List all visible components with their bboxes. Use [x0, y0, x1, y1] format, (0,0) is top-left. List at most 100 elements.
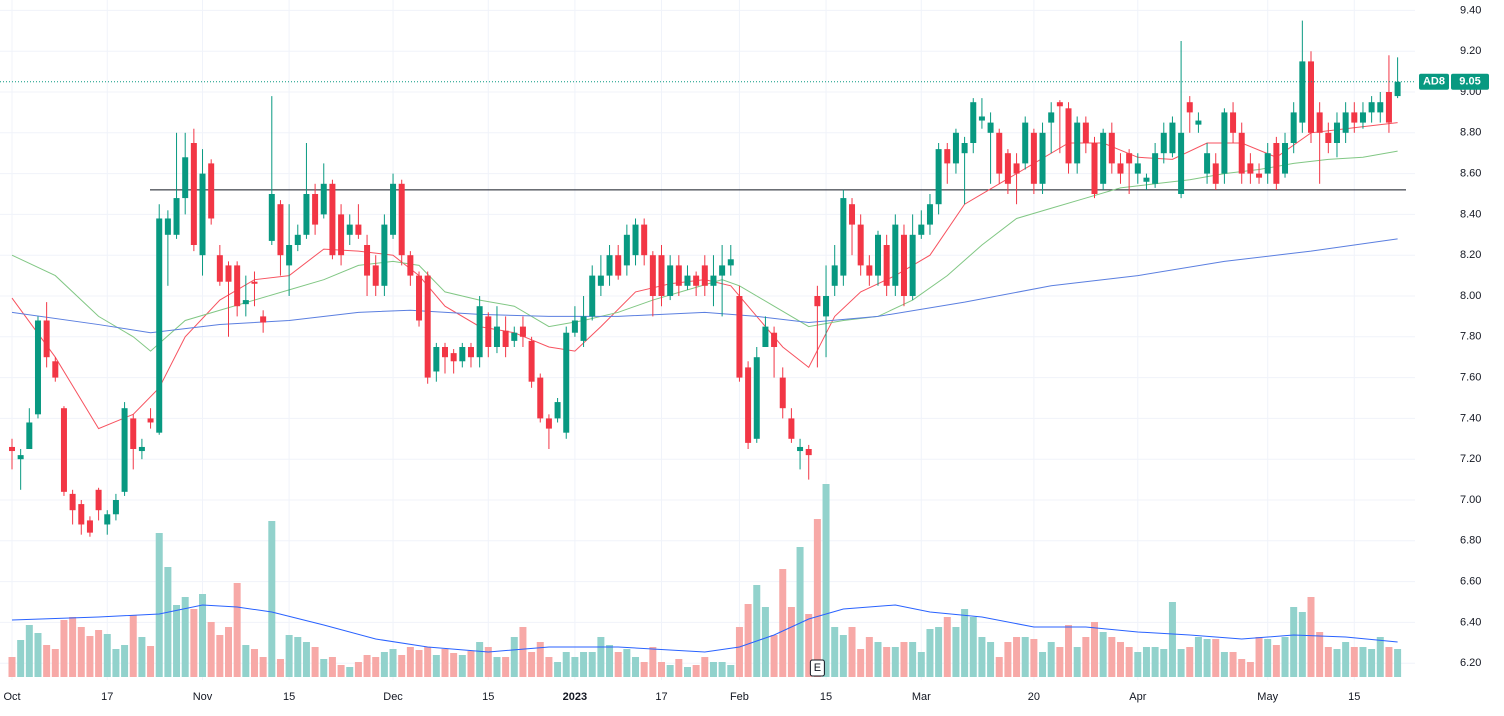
- volume-bar: [1394, 649, 1402, 677]
- volume-bar: [1194, 637, 1202, 677]
- candle-body: [1368, 102, 1375, 113]
- candle-body: [216, 255, 223, 282]
- candle-body: [727, 259, 734, 266]
- volume-bar: [683, 667, 691, 677]
- candle-body: [190, 143, 197, 245]
- candle-body: [1308, 61, 1314, 133]
- volume-bar: [34, 633, 42, 677]
- volume-bar: [1281, 637, 1289, 677]
- candle-body: [1013, 163, 1020, 174]
- candle-body: [338, 214, 345, 256]
- candle-body: [649, 255, 656, 296]
- volume-bar: [545, 657, 553, 677]
- volume-bar: [1030, 639, 1038, 677]
- volume-bar: [199, 594, 207, 677]
- candle-body: [1100, 132, 1107, 184]
- candle-body: [545, 418, 552, 429]
- candle-body: [970, 102, 977, 143]
- volume-bar: [1212, 639, 1220, 677]
- candle-body: [424, 275, 431, 378]
- volume-bar: [1125, 647, 1133, 677]
- candle-body: [1195, 120, 1202, 125]
- candle-body: [823, 296, 830, 317]
- candle-body: [814, 296, 821, 307]
- candle-body: [1238, 132, 1245, 174]
- symbol-label: AD8: [1423, 76, 1445, 88]
- volume-bar: [25, 625, 33, 677]
- y-tick-label: 7.40: [1460, 412, 1481, 424]
- candle-body: [1273, 143, 1280, 184]
- candle-body: [537, 377, 544, 419]
- candle-body: [1221, 112, 1228, 174]
- volume-bar: [969, 617, 977, 677]
- volume-average: [11, 604, 1398, 653]
- volume-bar: [458, 655, 466, 677]
- volume-bar: [1324, 647, 1332, 677]
- volume-bar: [77, 627, 85, 677]
- volume-bar: [580, 652, 588, 677]
- volume-bar: [1316, 632, 1324, 677]
- candle-body: [1126, 153, 1133, 164]
- volume-bar: [839, 635, 847, 677]
- volume-bar: [623, 649, 631, 677]
- y-tick-label: 8.00: [1460, 290, 1481, 302]
- candle-body: [43, 320, 50, 358]
- volume-bar: [1004, 642, 1012, 677]
- volume-bar: [1368, 649, 1376, 677]
- volume-bar: [1186, 647, 1194, 677]
- candle-body: [1065, 108, 1072, 164]
- candle-body: [1359, 112, 1366, 123]
- candle-body: [277, 204, 284, 256]
- candle-body: [268, 194, 275, 241]
- candle-body: [112, 500, 119, 515]
- volume-bar: [571, 657, 579, 677]
- candle-body: [684, 275, 691, 286]
- volume-bar: [519, 627, 527, 677]
- volume-bar: [216, 635, 224, 677]
- candle-body: [831, 265, 838, 286]
- candle-body: [1134, 163, 1141, 174]
- y-tick-label: 7.00: [1460, 494, 1481, 506]
- candle-body: [312, 194, 319, 225]
- volume-bar: [450, 653, 458, 677]
- candle-body: [658, 255, 665, 296]
- candle-body: [147, 418, 154, 423]
- candle-body: [433, 347, 440, 372]
- volume-bar: [1108, 637, 1116, 677]
- volume-bar: [1272, 645, 1280, 677]
- volume-bar: [346, 667, 354, 677]
- volume-bar: [666, 665, 674, 677]
- candle-body: [797, 446, 804, 452]
- x-tick-label: 17: [101, 691, 113, 703]
- candle-body: [693, 275, 700, 286]
- x-tick-label: 15: [283, 691, 295, 703]
- x-tick-label: Dec: [383, 691, 403, 703]
- candle-body: [459, 347, 466, 362]
- volume-bar: [952, 627, 960, 677]
- candle-body: [1178, 132, 1185, 194]
- candle-body: [26, 422, 33, 449]
- candle-body: [597, 275, 604, 286]
- volume-bar: [978, 637, 986, 677]
- x-tick-label: Apr: [1129, 691, 1146, 703]
- volume-bar: [735, 627, 743, 677]
- volume-bar: [398, 655, 406, 677]
- volume-bar: [1290, 607, 1298, 677]
- y-tick-label: 6.40: [1460, 616, 1481, 628]
- volume-bar: [311, 647, 319, 677]
- candle-body: [78, 504, 85, 525]
- candle-body: [589, 275, 596, 317]
- volume-bar: [831, 627, 839, 677]
- candle-body: [502, 330, 509, 347]
- volume-bar: [701, 657, 709, 677]
- volume-bar: [883, 647, 891, 677]
- candle-body: [34, 320, 41, 415]
- candle-body: [1333, 122, 1340, 143]
- candle-body: [1108, 132, 1115, 164]
- candle-body: [849, 204, 856, 225]
- volume-bar: [917, 652, 925, 677]
- event-label: E: [814, 662, 821, 674]
- volume-bar: [424, 647, 432, 677]
- volume-bar: [597, 637, 605, 677]
- volume-bar: [155, 533, 163, 677]
